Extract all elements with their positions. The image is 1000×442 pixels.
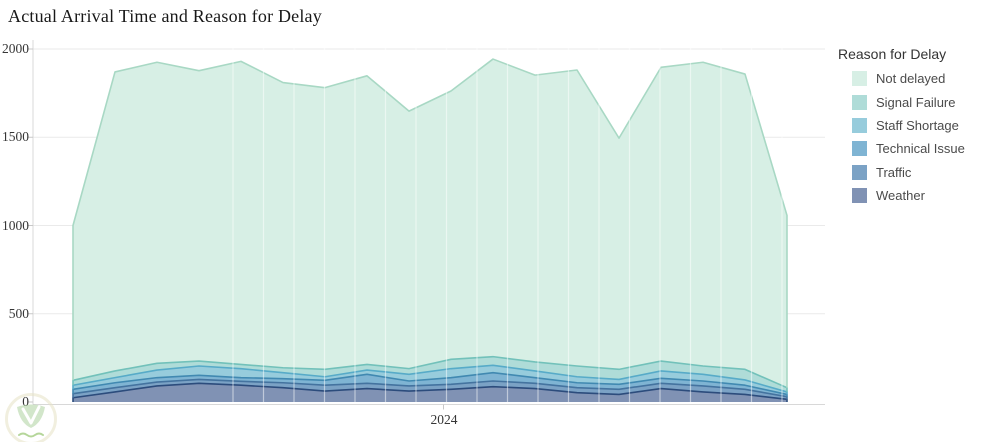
area-not-delayed[interactable]	[73, 59, 787, 388]
legend-item-label: Not delayed	[876, 71, 946, 87]
legend-items: Not delayed Signal Failure Staff Shortage T…	[838, 67, 996, 207]
x-axis-tick-label: 2024	[430, 412, 458, 427]
y-axis-tick-label: 1500	[2, 129, 29, 145]
series-outline-not-delayed	[72, 58, 788, 388]
legend-swatch-icon	[852, 164, 867, 180]
series-outline-traffic	[72, 378, 788, 400]
y-axis-tick-label: 2000	[2, 41, 29, 56]
series-outline-signal-failure	[72, 355, 788, 392]
legend-swatch-icon	[852, 71, 867, 87]
area-series[interactable]	[73, 59, 787, 402]
legend-item-label: Technical Issue	[876, 141, 965, 157]
legend-swatch-icon	[852, 188, 867, 204]
watermark-leaf-vein	[21, 405, 41, 425]
v-gridlines	[232, 40, 783, 404]
series-outline-technical-issue	[72, 371, 788, 397]
legend-swatch-icon	[852, 94, 867, 110]
series-outline-staff-shortage	[72, 364, 788, 395]
watermark-script	[18, 432, 44, 438]
series-outlines	[72, 58, 788, 402]
color-legend: Reason for Delay Not delayed Signal Failu…	[838, 46, 996, 207]
axis-lines	[27, 40, 825, 410]
legend-item-label: Weather	[876, 188, 925, 204]
legend-swatch-icon	[852, 141, 867, 157]
area-weather[interactable]	[73, 383, 787, 402]
y-axis-tick-label: 500	[8, 305, 29, 321]
series-outline-weather	[72, 382, 788, 402]
legend-title: Reason for Delay	[838, 46, 947, 62]
leaf-logo-watermark	[5, 393, 57, 442]
legend-item-not-delayed[interactable]: Not delayed	[838, 67, 996, 90]
legend-item-staff-shortage[interactable]: Staff Shortage	[838, 114, 996, 137]
watermark-ring	[5, 393, 57, 442]
legend-item-weather[interactable]: Weather	[838, 184, 996, 207]
y-axis-tick-label: 1000	[2, 217, 29, 233]
legend-item-label: Traffic	[876, 164, 912, 180]
legend-item-signal-failure[interactable]: Signal Failure	[838, 90, 996, 113]
y-axis-tick-label: 0	[22, 394, 29, 409]
area-staff-shortage[interactable]	[73, 365, 787, 395]
legend-swatch-icon	[852, 117, 867, 133]
legend-item-label: Signal Failure	[876, 94, 956, 110]
page-title: Actual Arrival Time and Reason for Delay	[8, 6, 322, 26]
legend-item-label: Staff Shortage	[876, 117, 959, 133]
legend-item-technical-issue[interactable]: Technical Issue	[838, 137, 996, 160]
legend-item-traffic[interactable]: Traffic	[838, 161, 996, 184]
